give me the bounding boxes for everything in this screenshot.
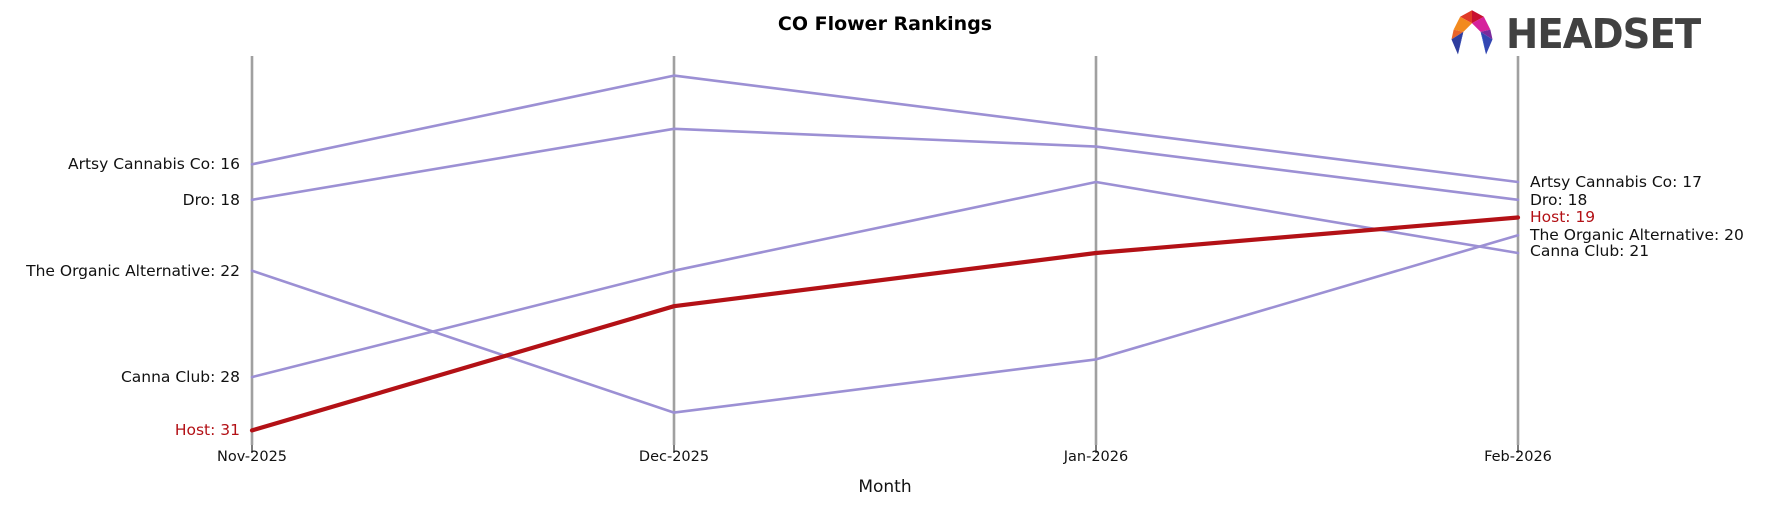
left-label-organic: The Organic Alternative: 22 bbox=[26, 262, 240, 280]
right-label-artsy: Artsy Cannabis Co: 17 bbox=[1530, 173, 1703, 191]
headset-headphones-icon bbox=[1451, 10, 1493, 55]
x-axis-label: Month bbox=[858, 477, 912, 497]
x-tick-nov-2025: Nov-2025 bbox=[216, 449, 288, 465]
left-label-artsy: Artsy Cannabis Co: 16 bbox=[67, 155, 240, 173]
left-label-canna: Canna Club: 28 bbox=[120, 368, 240, 386]
chart-title: CO Flower Rankings bbox=[777, 13, 993, 35]
right-label-canna: Canna Club: 21 bbox=[1530, 242, 1650, 260]
right-label-organic: The Organic Alternative: 20 bbox=[1530, 226, 1744, 244]
right-label-dro: Dro: 18 bbox=[1530, 191, 1588, 209]
series-line-host bbox=[249, 215, 1521, 433]
left-label-host: Host: 31 bbox=[174, 421, 240, 439]
headset-logo: HEADSET bbox=[1445, 7, 1713, 61]
right-label-host: Host: 19 bbox=[1530, 208, 1596, 226]
left-label-dro: Dro: 18 bbox=[182, 191, 240, 209]
series-line-dro bbox=[250, 127, 1520, 202]
x-tick-feb-2026: Feb-2026 bbox=[1484, 449, 1552, 465]
series-line-canna-club bbox=[250, 180, 1520, 379]
series-line-the-organic-alternative bbox=[250, 233, 1520, 414]
x-tick-dec-2025: Dec-2025 bbox=[638, 449, 710, 465]
headset-logo-text: HEADSET bbox=[1506, 9, 1701, 58]
series-line-artsy-cannabis-co bbox=[250, 74, 1520, 184]
x-tick-jan-2026: Jan-2026 bbox=[1063, 449, 1129, 465]
